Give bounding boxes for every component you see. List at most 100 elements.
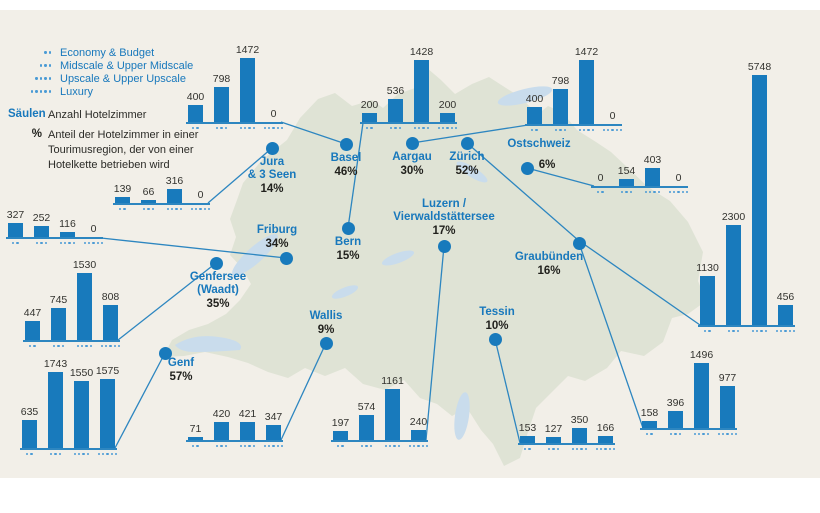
category-dot-icon xyxy=(650,433,653,436)
category-dot-icon xyxy=(115,453,118,456)
category-ticks-icon xyxy=(83,242,104,245)
category-ticks-icon xyxy=(263,127,284,130)
category-dot-icon xyxy=(61,345,65,348)
category-dot-icon xyxy=(100,345,103,348)
category-dot-icon xyxy=(408,445,411,448)
category-ticks-icon xyxy=(571,448,588,451)
category-dot-icon xyxy=(97,453,100,456)
category-ticks-icon xyxy=(554,129,567,132)
category-dot-icon xyxy=(554,129,558,132)
category-dot-icon xyxy=(39,77,43,80)
category-dot-icon xyxy=(730,433,734,436)
category-dot-icon xyxy=(39,64,43,67)
category-dot-icon xyxy=(732,330,735,333)
legend-saeulen-row: Säulen Anzahl Hotelzimmer xyxy=(8,108,146,123)
bar-friburg-2 xyxy=(60,232,75,237)
category-ticks-icon xyxy=(49,453,62,456)
category-dot-icon xyxy=(16,242,19,245)
category-dot-icon xyxy=(677,191,680,194)
region-dot-friburg xyxy=(279,251,293,265)
bar-value-label: 536 xyxy=(386,85,405,97)
category-ticks-icon xyxy=(192,445,199,448)
category-ticks-icon xyxy=(524,448,531,451)
category-dot-icon xyxy=(646,433,649,436)
chart-axis-zuerich xyxy=(698,325,795,327)
category-ticks-icon xyxy=(12,242,19,245)
category-dot-icon xyxy=(252,127,256,130)
category-dot-icon xyxy=(576,448,579,451)
category-dot-icon xyxy=(68,242,71,245)
category-dot-icon xyxy=(123,208,126,211)
bar-jura-1 xyxy=(141,200,156,203)
lake-constance xyxy=(497,86,553,106)
category-ticks-icon xyxy=(190,208,211,211)
category-dot-icon xyxy=(571,448,575,451)
category-dot-icon xyxy=(272,445,275,448)
region-label-jura: Jura & 3 Seen 14% xyxy=(202,156,342,197)
chart-axis-basel xyxy=(186,122,283,124)
bar-tessin-0 xyxy=(520,436,535,443)
connector-line-luzern xyxy=(425,245,445,441)
category-ticks-icon xyxy=(531,129,538,132)
category-dot-icon xyxy=(615,129,619,132)
category-dot-icon xyxy=(89,345,93,348)
category-dot-icon xyxy=(48,90,51,93)
connector-line-ostschweiz xyxy=(526,167,595,187)
category-dot-icon xyxy=(394,127,397,130)
category-dot-icon xyxy=(44,64,47,67)
bar-graubuenden-0 xyxy=(642,421,657,428)
category-ticks-icon xyxy=(693,433,710,436)
bar-bern-2 xyxy=(414,60,429,122)
region-dot-wallis xyxy=(319,336,333,350)
bar-wallis-0 xyxy=(188,437,203,440)
category-dot-icon xyxy=(192,445,195,448)
bar-value-label: 420 xyxy=(212,408,231,420)
region-label-friburg: Friburg 34% xyxy=(207,224,347,252)
region-dot-genf xyxy=(158,346,172,360)
category-dot-icon xyxy=(706,433,710,436)
connector-line-basel xyxy=(280,121,347,145)
region-percent: 46% xyxy=(334,166,358,178)
category-dot-icon xyxy=(441,127,445,130)
bar-value-label: 574 xyxy=(357,401,376,413)
category-dot-icon xyxy=(702,433,705,436)
category-dot-icon xyxy=(196,127,199,130)
bar-zuerich-0 xyxy=(700,276,715,325)
category-dot-icon xyxy=(44,242,48,245)
bar-value-label: 350 xyxy=(570,414,589,426)
category-dot-icon xyxy=(365,445,368,448)
category-dot-icon xyxy=(29,345,32,348)
bar-zuerich-1 xyxy=(726,225,741,325)
category-dot-icon xyxy=(788,330,792,333)
region-name: Genfersee xyxy=(189,271,247,283)
category-dot-icon xyxy=(52,345,56,348)
bar-ostschweiz-2 xyxy=(645,168,660,186)
bar-value-label: 158 xyxy=(640,407,659,419)
bar-tessin-3 xyxy=(598,436,613,443)
bar-value-label: 327 xyxy=(6,209,25,221)
category-dot-icon xyxy=(48,51,51,54)
chart-axis-aargau xyxy=(525,124,622,126)
bar-aargau-0 xyxy=(527,107,542,124)
category-ticks-icon xyxy=(597,191,604,194)
category-dot-icon xyxy=(86,453,90,456)
category-dot-icon xyxy=(267,445,271,448)
category-dot-icon xyxy=(531,129,534,132)
bar-value-label: 403 xyxy=(643,154,662,166)
category-dot-icon xyxy=(49,453,53,456)
category-dot-icon xyxy=(142,208,146,211)
region-label-wallis: Wallis 9% xyxy=(256,310,396,338)
category-dot-icon xyxy=(726,433,729,436)
category-dot-icon xyxy=(620,129,623,132)
region-name: Luzern / xyxy=(421,198,467,210)
category-dot-icon xyxy=(151,208,155,211)
region-percent: 9% xyxy=(317,324,335,336)
region-dot-aargau xyxy=(405,136,419,150)
category-dot-icon xyxy=(417,445,420,448)
bar-value-label: 66 xyxy=(142,186,155,198)
category-dot-icon xyxy=(166,208,170,211)
category-ticks-icon xyxy=(669,433,682,436)
percent-description: Anteil der Hotelzimmer in einer Tourimus… xyxy=(48,129,199,171)
bar-bern-3 xyxy=(440,113,455,122)
region-label-aargau: Aargau 30% xyxy=(342,151,482,179)
